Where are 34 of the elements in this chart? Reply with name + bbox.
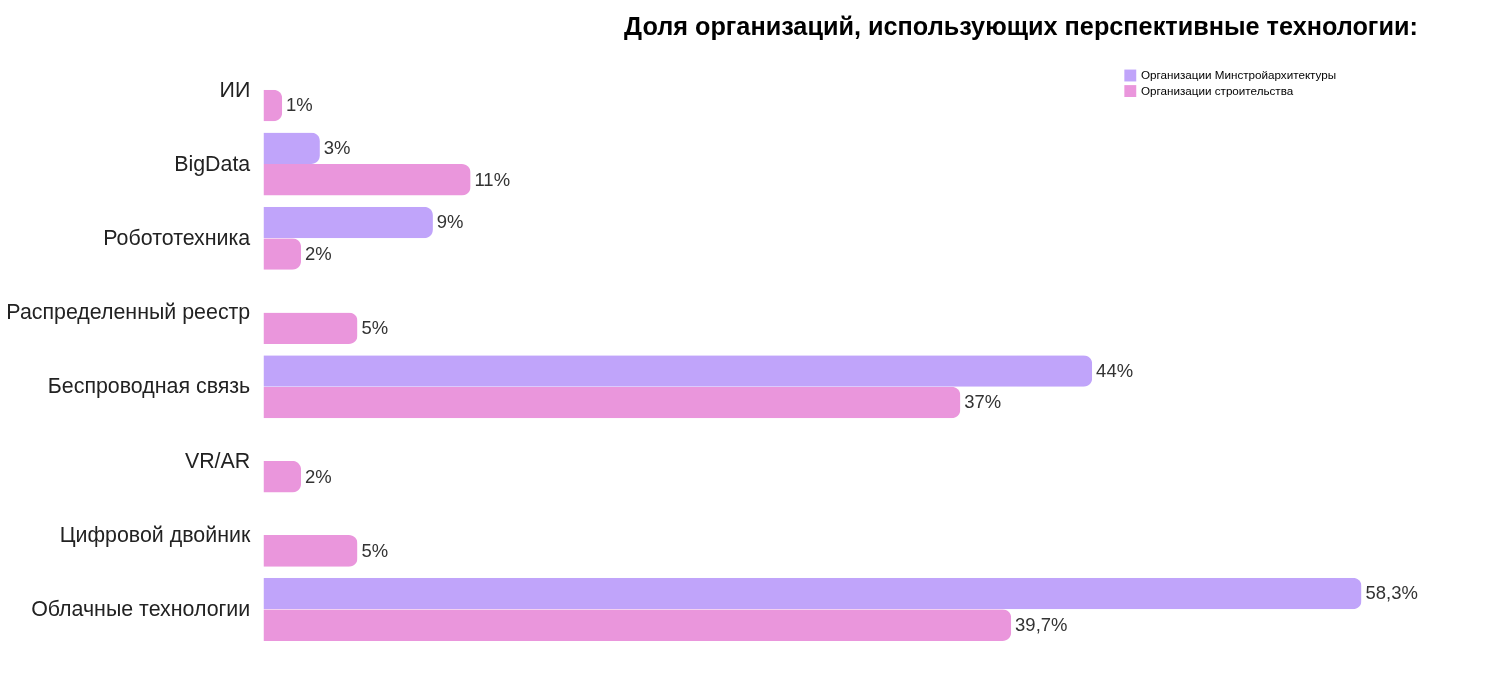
bar [263, 132, 320, 165]
legend-label: Организации Минстройархитектуры [1140, 68, 1337, 82]
bar [263, 206, 433, 239]
y-tick-label: Распределенный реестр [6, 300, 251, 325]
data-label: 5% [361, 539, 389, 561]
data-label: 9% [436, 211, 464, 233]
legend-label: Организации строительства [1140, 83, 1294, 97]
bar [263, 312, 358, 345]
data-label: 58,3% [1365, 582, 1418, 604]
y-tick-label: Робототехника [103, 226, 251, 251]
bar [263, 386, 961, 419]
bar [263, 609, 1012, 641]
chart-title: Доля организаций, использующих перспективные технологии: [624, 11, 1418, 40]
bar [263, 577, 1362, 610]
bar [263, 164, 471, 196]
y-tick-label: VR/AR [184, 448, 251, 473]
bar [263, 355, 1093, 387]
data-label: 2% [304, 242, 332, 264]
y-tick-label: Цифровой двойник [59, 522, 251, 547]
bar [263, 535, 358, 567]
data-label: 44% [1096, 359, 1134, 381]
y-tick-label: Облачные технологии [31, 597, 251, 622]
data-label: 5% [361, 317, 389, 339]
bar [263, 460, 302, 493]
bar [263, 238, 302, 270]
data-label: 2% [304, 465, 332, 487]
y-tick-label: ИИ [219, 77, 251, 102]
data-label: 37% [964, 391, 1002, 413]
y-tick-label: BigData [174, 151, 251, 176]
y-tick-label: Беспроводная связь [47, 374, 251, 399]
data-label: 39,7% [1015, 613, 1068, 635]
data-label: 11% [474, 168, 511, 190]
data-label: 3% [323, 137, 351, 159]
data-label: 1% [286, 94, 313, 116]
